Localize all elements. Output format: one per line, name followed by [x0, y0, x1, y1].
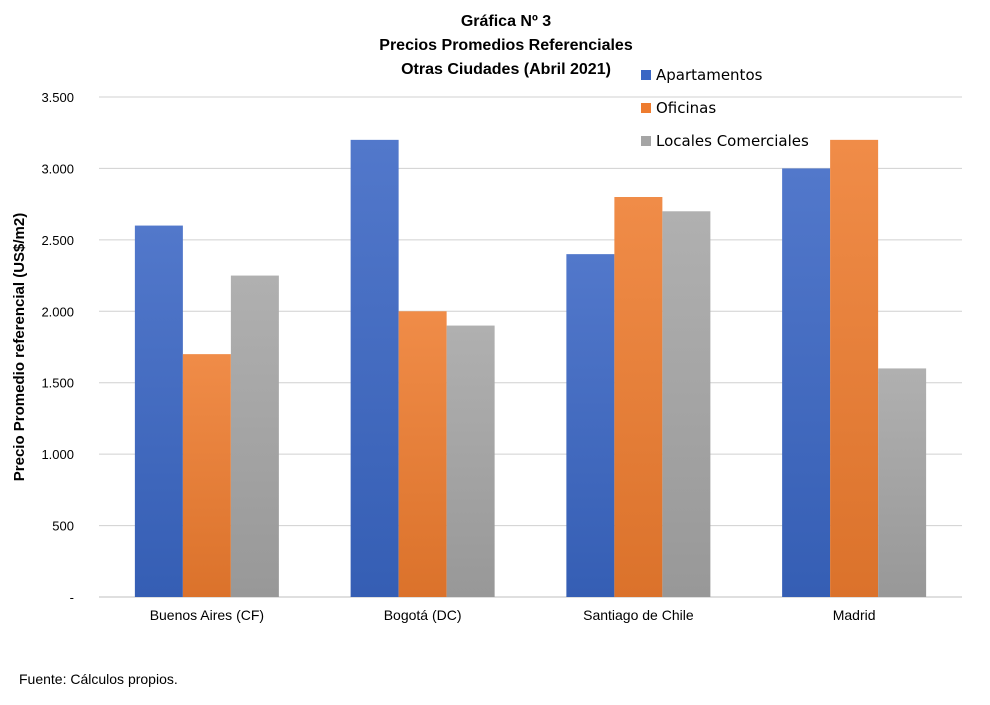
- bar-oficinas-buenos-aires-cf: [182, 354, 231, 597]
- bar-oficinas-bogota-dc: [398, 311, 447, 597]
- bars: [134, 139, 927, 598]
- chart-title: Gráfica Nº 3 Precios Promedios Referenci…: [379, 13, 633, 78]
- legend-label-apartamentos: Apartamentos: [656, 66, 763, 84]
- y-axis-label: Precio Promedio referencial (US$/m2): [11, 213, 28, 481]
- legend-swatch-apartamentos: [641, 70, 651, 80]
- x-tick-label: Santiago de Chile: [583, 607, 694, 623]
- bar-oficinas-madrid: [830, 139, 879, 597]
- y-tick-label: 1.000: [41, 447, 74, 462]
- bar-locales-comerciales-madrid: [878, 368, 927, 597]
- bar-apartamentos-bogota-dc: [350, 139, 399, 597]
- y-tick-label: 3.500: [41, 90, 74, 105]
- legend: Apartamentos Oficinas Locales Comerciales: [641, 66, 809, 150]
- source-note: Fuente: Cálculos propios.: [19, 671, 178, 687]
- bar-oficinas-santiago-de-chile: [614, 197, 663, 597]
- y-tick-label: 3.000: [41, 161, 74, 176]
- y-tick-label: 500: [52, 519, 74, 534]
- x-tick-label: Bogotá (DC): [384, 607, 462, 623]
- x-axis-ticks: Buenos Aires (CF) Bogotá (DC) Santiago de …: [150, 607, 876, 623]
- legend-swatch-oficinas: [641, 103, 651, 113]
- bar-apartamentos-madrid: [782, 168, 831, 597]
- y-tick-label: -: [70, 590, 74, 605]
- chart-title-line-2: Precios Promedios Referenciales: [379, 37, 633, 54]
- y-axis-ticks: - 500 1.000 1.500 2.000 2.500 3.000 3.500: [41, 90, 74, 605]
- legend-label-oficinas: Oficinas: [656, 99, 716, 117]
- bar-apartamentos-santiago-de-chile: [566, 254, 615, 597]
- chart-title-line-1: Gráfica Nº 3: [461, 13, 551, 30]
- bar-locales-comerciales-buenos-aires-cf: [230, 275, 279, 597]
- legend-swatch-locales-comerciales: [641, 136, 651, 146]
- legend-label-locales-comerciales: Locales Comerciales: [656, 132, 809, 150]
- chart-title-line-3: Otras Ciudades (Abril 2021): [401, 61, 611, 78]
- y-tick-label: 1.500: [41, 376, 74, 391]
- x-tick-label: Buenos Aires (CF): [150, 607, 264, 623]
- bar-apartamentos-buenos-aires-cf: [134, 225, 183, 598]
- y-tick-label: 2.000: [41, 304, 74, 319]
- y-tick-label: 2.500: [41, 233, 74, 248]
- x-tick-label: Madrid: [833, 607, 876, 623]
- bar-locales-comerciales-bogota-dc: [446, 325, 495, 597]
- bar-locales-comerciales-santiago-de-chile: [662, 211, 711, 598]
